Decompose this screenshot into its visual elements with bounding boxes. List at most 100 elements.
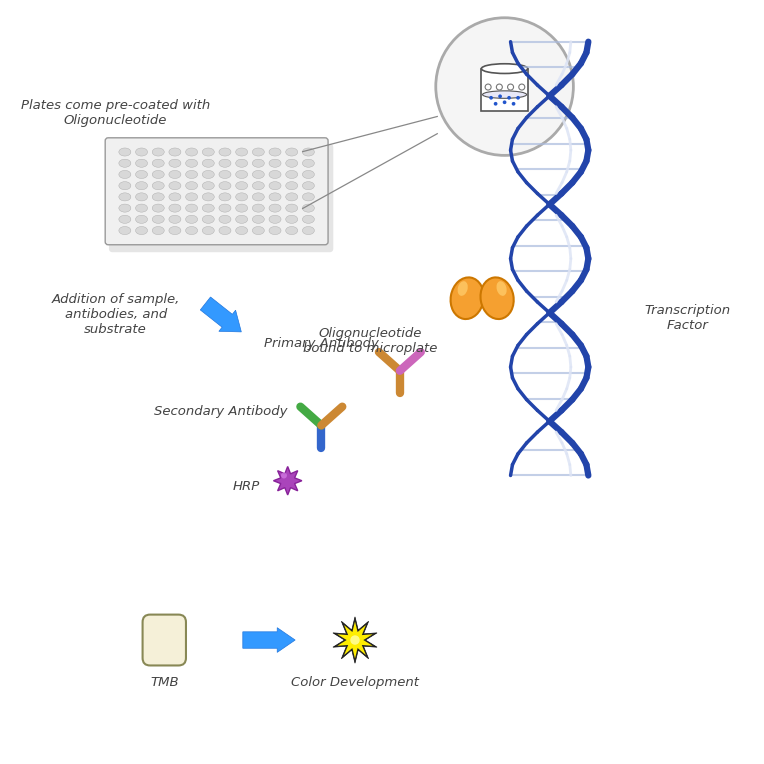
Bar (481, 69, 528, 111)
Ellipse shape (269, 182, 281, 189)
Ellipse shape (269, 193, 281, 201)
Ellipse shape (202, 170, 214, 179)
Ellipse shape (186, 182, 198, 189)
Ellipse shape (169, 170, 181, 179)
Circle shape (507, 96, 511, 99)
Ellipse shape (119, 215, 131, 223)
Ellipse shape (286, 193, 298, 201)
Ellipse shape (219, 170, 231, 179)
Ellipse shape (252, 204, 264, 212)
Ellipse shape (202, 148, 214, 156)
Ellipse shape (186, 170, 198, 179)
FancyBboxPatch shape (109, 144, 333, 252)
Ellipse shape (269, 204, 281, 212)
Ellipse shape (219, 182, 231, 189)
Ellipse shape (152, 159, 164, 167)
Ellipse shape (119, 182, 131, 189)
Ellipse shape (235, 170, 248, 179)
Ellipse shape (497, 281, 507, 296)
Ellipse shape (202, 182, 214, 189)
Ellipse shape (186, 148, 198, 156)
Text: Plates come pre-coated with
Oligonucleotide: Plates come pre-coated with Oligonucleot… (21, 99, 210, 127)
Circle shape (281, 472, 287, 478)
Ellipse shape (483, 91, 526, 99)
Circle shape (498, 95, 502, 98)
Text: Secondary Antibody: Secondary Antibody (154, 406, 287, 419)
Ellipse shape (135, 182, 147, 189)
Polygon shape (274, 467, 302, 495)
Ellipse shape (269, 148, 281, 156)
Ellipse shape (169, 226, 181, 235)
Ellipse shape (252, 159, 264, 167)
Ellipse shape (202, 193, 214, 201)
Ellipse shape (169, 204, 181, 212)
Ellipse shape (235, 159, 248, 167)
Ellipse shape (186, 204, 198, 212)
Ellipse shape (135, 204, 147, 212)
Ellipse shape (481, 277, 513, 319)
Ellipse shape (286, 159, 298, 167)
Ellipse shape (252, 170, 264, 179)
Ellipse shape (219, 204, 231, 212)
Ellipse shape (202, 159, 214, 167)
Ellipse shape (252, 193, 264, 201)
Ellipse shape (152, 193, 164, 201)
Ellipse shape (202, 215, 214, 223)
Text: Primary Antibody: Primary Antibody (264, 337, 379, 350)
FancyArrow shape (200, 297, 241, 332)
Circle shape (503, 100, 507, 104)
Ellipse shape (235, 193, 248, 201)
Text: Oligonucleotide
bound to microplate: Oligonucleotide bound to microplate (303, 327, 437, 354)
Ellipse shape (235, 226, 248, 235)
Ellipse shape (303, 159, 315, 167)
Circle shape (489, 96, 493, 99)
Ellipse shape (252, 148, 264, 156)
Ellipse shape (219, 159, 231, 167)
Ellipse shape (135, 148, 147, 156)
Circle shape (497, 84, 503, 90)
Ellipse shape (119, 148, 131, 156)
Ellipse shape (169, 193, 181, 201)
Ellipse shape (119, 226, 131, 235)
Ellipse shape (235, 182, 248, 189)
Polygon shape (338, 621, 373, 659)
Ellipse shape (219, 226, 231, 235)
Ellipse shape (458, 281, 468, 296)
Ellipse shape (286, 215, 298, 223)
Ellipse shape (235, 148, 248, 156)
Ellipse shape (152, 182, 164, 189)
Ellipse shape (135, 159, 147, 167)
Ellipse shape (186, 226, 198, 235)
Ellipse shape (135, 215, 147, 223)
Ellipse shape (169, 182, 181, 189)
Ellipse shape (202, 204, 214, 212)
Ellipse shape (303, 226, 315, 235)
Text: Transcription
Factor: Transcription Factor (645, 304, 731, 332)
FancyBboxPatch shape (105, 138, 328, 244)
Text: TMB: TMB (150, 676, 179, 689)
Ellipse shape (152, 215, 164, 223)
FancyBboxPatch shape (143, 614, 186, 665)
Circle shape (512, 102, 516, 105)
Ellipse shape (169, 148, 181, 156)
Circle shape (516, 96, 520, 99)
Ellipse shape (186, 193, 198, 201)
Ellipse shape (119, 159, 131, 167)
Ellipse shape (252, 215, 264, 223)
Ellipse shape (219, 193, 231, 201)
Ellipse shape (186, 159, 198, 167)
Ellipse shape (152, 170, 164, 179)
Ellipse shape (252, 226, 264, 235)
Circle shape (485, 84, 491, 90)
Ellipse shape (169, 215, 181, 223)
Ellipse shape (186, 215, 198, 223)
Text: Addition of sample,
antibodies, and
substrate: Addition of sample, antibodies, and subs… (51, 293, 180, 336)
Ellipse shape (219, 215, 231, 223)
Ellipse shape (451, 277, 484, 319)
Ellipse shape (269, 159, 281, 167)
Ellipse shape (135, 193, 147, 201)
Ellipse shape (303, 148, 315, 156)
Ellipse shape (202, 226, 214, 235)
Ellipse shape (286, 226, 298, 235)
Circle shape (519, 84, 525, 90)
